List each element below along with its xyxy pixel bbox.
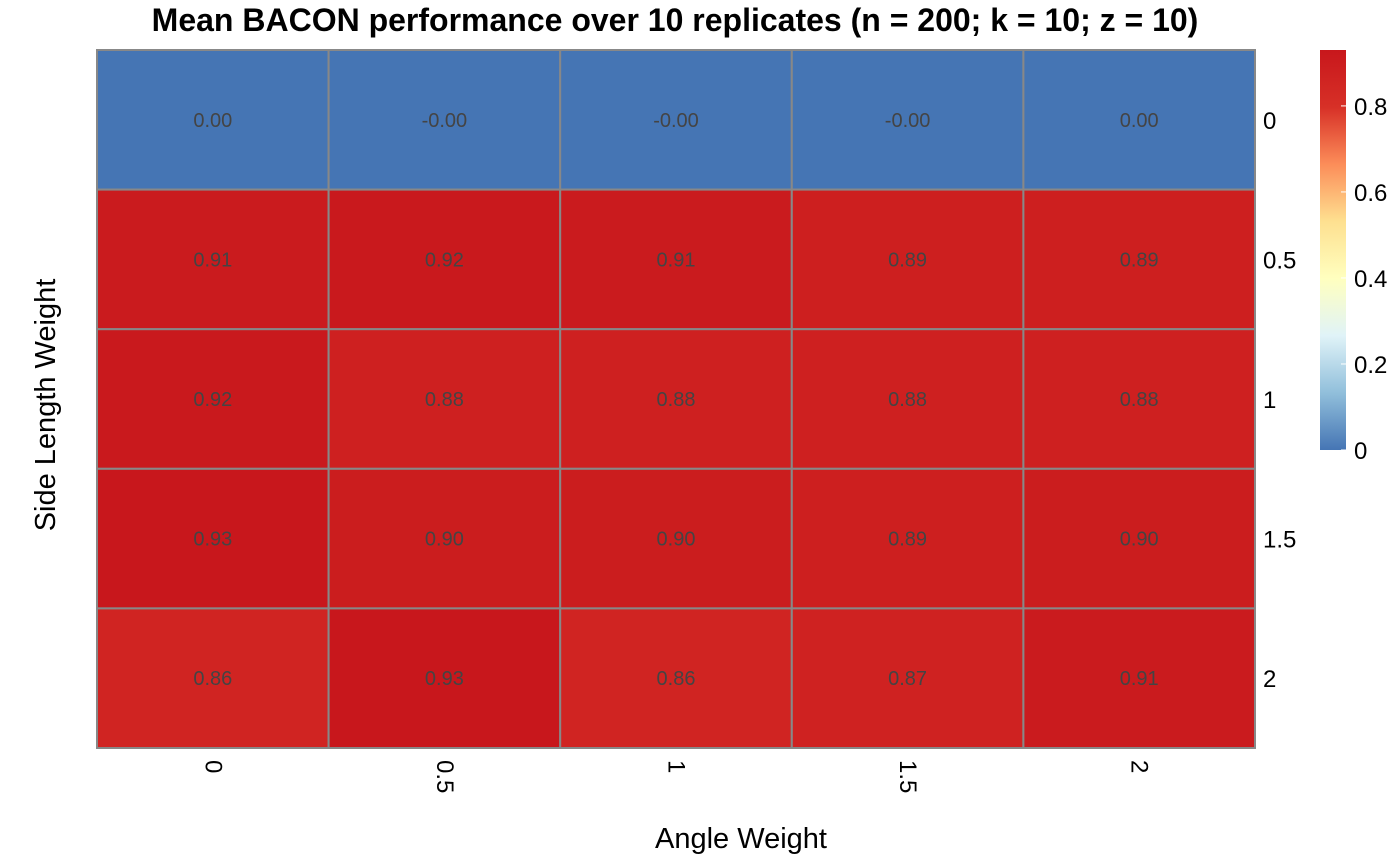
cell-value-label: 0.92 xyxy=(193,389,232,411)
chart-title: Mean BACON performance over 10 replicate… xyxy=(152,2,1199,38)
cell-value-label: 0.93 xyxy=(425,668,464,690)
cell-value-label: 0.89 xyxy=(888,529,927,551)
heatmap-cell xyxy=(790,49,1025,191)
heatmap-cell xyxy=(790,328,1025,470)
heatmap-cell xyxy=(1022,467,1257,610)
colorbar-tick-label: 0.4 xyxy=(1354,266,1387,293)
cell-value-label: 0.89 xyxy=(1120,249,1159,271)
x-tick-label: 1.5 xyxy=(894,760,921,793)
x-axis-title: Angle Weight xyxy=(655,823,827,855)
cell-value-label: -0.00 xyxy=(422,110,468,132)
colorbar-legend: 0 0.2 0.4 0.6 0.8 xyxy=(1320,50,1387,465)
x-tick-label: 0 xyxy=(199,760,226,773)
heatmap-cell xyxy=(327,328,562,470)
colorbar-tick-label: 0 xyxy=(1354,438,1367,465)
cell-value-label: 0.91 xyxy=(193,249,232,271)
cell-value-label: 0.92 xyxy=(425,249,464,271)
heatmap-cell xyxy=(1022,188,1257,331)
heatmap-cell xyxy=(96,607,330,750)
cell-value-label: 0.89 xyxy=(888,249,927,271)
y-tick-label: 1 xyxy=(1263,387,1276,414)
cell-value-label: 0.88 xyxy=(425,389,464,411)
colorbar-tick-label: 0.2 xyxy=(1354,352,1387,379)
heatmap-cells xyxy=(96,49,1257,750)
heatmap-cell xyxy=(1022,607,1257,750)
cell-value-label: -0.00 xyxy=(653,110,699,132)
cell-value-label: 0.90 xyxy=(1120,529,1159,551)
cell-value-label: 0.00 xyxy=(193,110,232,132)
cell-value-label: 0.90 xyxy=(425,529,464,551)
heatmap-cell xyxy=(327,49,562,191)
y-tick-label: 0.5 xyxy=(1263,247,1296,274)
cell-value-label: 0.88 xyxy=(657,389,696,411)
colorbar-tick-label: 0.6 xyxy=(1354,180,1387,207)
heatmap-cell xyxy=(559,328,793,470)
heatmap-cell xyxy=(1022,328,1257,470)
heatmap-cell xyxy=(96,467,330,610)
x-tick-label: 1 xyxy=(663,760,690,773)
cell-value-label: -0.00 xyxy=(885,110,931,132)
heatmap-cell xyxy=(96,188,330,331)
cell-value-label: 0.86 xyxy=(657,668,696,690)
cell-value-label: 0.93 xyxy=(193,529,232,551)
heatmap-cell xyxy=(790,467,1025,610)
heatmap-cell xyxy=(1022,49,1257,191)
heatmap-cell xyxy=(327,607,562,750)
y-axis-title: Side Length Weight xyxy=(30,279,62,532)
heatmap-cell xyxy=(96,49,330,191)
colorbar-gradient xyxy=(1320,50,1346,450)
cell-value-label: 0.00 xyxy=(1120,110,1159,132)
cell-value-label: 0.87 xyxy=(888,668,927,690)
cell-value-label: 0.86 xyxy=(193,668,232,690)
cell-value-label: 0.88 xyxy=(888,389,927,411)
cell-value-label: 0.91 xyxy=(657,249,696,271)
colorbar-tick-label: 0.8 xyxy=(1354,94,1387,121)
heatmap-cell xyxy=(559,188,793,331)
x-tick-label: 0.5 xyxy=(431,760,458,793)
x-axis-ticks: 0 0.5 1 1.5 2 xyxy=(199,760,1152,793)
x-tick-label: 2 xyxy=(1126,760,1153,773)
heatmap-cell xyxy=(559,467,793,610)
heatmap-cell xyxy=(559,49,793,191)
y-tick-label: 0 xyxy=(1263,108,1276,135)
heatmap-cell-labels: 0.00 -0.00 -0.00 -0.00 0.00 0.91 0.92 0.91 0.89 0… xyxy=(193,110,1158,690)
cell-value-label: 0.88 xyxy=(1120,389,1159,411)
cell-value-label: 0.91 xyxy=(1120,668,1159,690)
y-axis-ticks: 0 0.5 1 1.5 2 xyxy=(1263,108,1296,693)
heatmap-cell xyxy=(327,467,562,610)
heatmap-cell xyxy=(559,607,793,750)
y-tick-label: 2 xyxy=(1263,666,1276,693)
y-tick-label: 1.5 xyxy=(1263,527,1296,554)
cell-value-label: 0.90 xyxy=(657,529,696,551)
